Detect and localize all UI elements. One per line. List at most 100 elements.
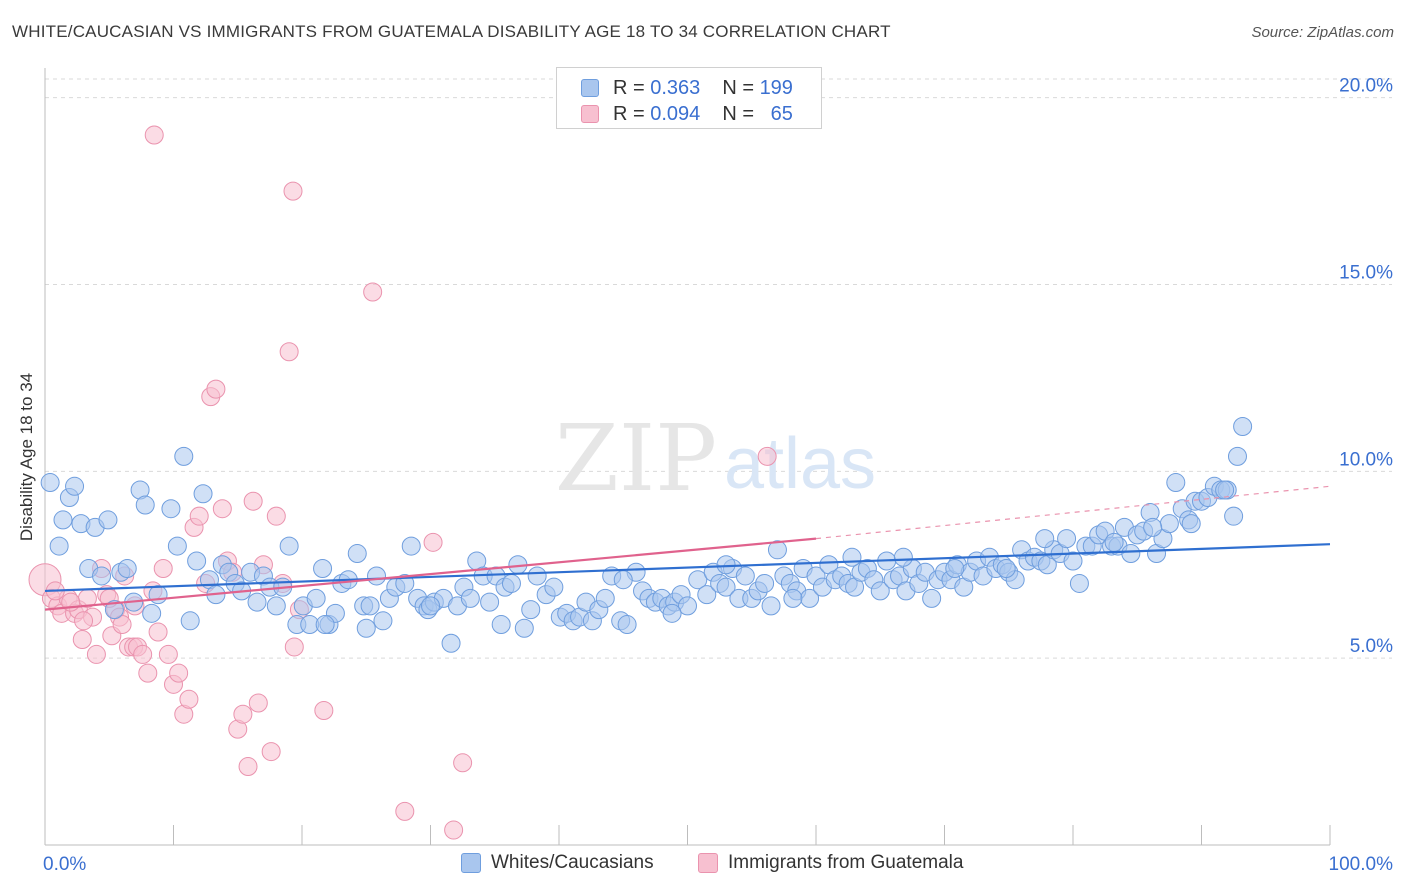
data-point-guatemala [266, 506, 286, 526]
data-point-guatemala [112, 615, 132, 635]
trend-line-guatemala [44, 537, 817, 611]
data-point-white [421, 596, 440, 616]
data-point-white [441, 633, 461, 653]
legend-swatch-white [581, 79, 599, 97]
data-point-white [315, 615, 335, 635]
data-point-guatemala [189, 506, 209, 526]
data-point-white [1166, 473, 1186, 493]
data-point-white [716, 577, 736, 597]
data-point-guatemala [279, 342, 299, 362]
data-point-white [767, 540, 787, 560]
data-point-white [893, 547, 913, 567]
data-point-white [356, 618, 376, 638]
data-point-white [104, 600, 124, 620]
series-guatemala-points [28, 125, 777, 840]
trend-line-white [44, 543, 1331, 593]
data-point-white [783, 588, 803, 608]
data-point-white [40, 473, 60, 493]
data-point-white [617, 615, 637, 635]
data-point-white [735, 566, 755, 586]
data-point-guatemala [144, 125, 164, 145]
watermark: ZIP atlas [555, 405, 876, 512]
bottom-legend-label-guatemala: Immigrants from Guatemala [728, 852, 964, 873]
data-point-guatemala [233, 704, 253, 724]
legend-swatch-guatemala [581, 105, 599, 123]
data-point-white [1143, 517, 1163, 537]
data-point-white [1104, 532, 1124, 552]
data-point-white [180, 611, 200, 631]
data-point-guatemala [158, 644, 178, 664]
trend-lines [44, 485, 1331, 611]
data-point-white [521, 600, 541, 620]
data-point-guatemala [169, 663, 189, 683]
y-tick-label: 15.0% [1339, 263, 1393, 284]
data-point-white [1227, 446, 1247, 466]
data-point-white [527, 566, 547, 586]
watermark-atlas: atlas [724, 424, 876, 504]
series-white-points [40, 417, 1253, 653]
axes [44, 68, 1331, 846]
chart-source: Source: ZipAtlas.com [1251, 24, 1394, 41]
data-point-white [65, 476, 85, 496]
y-tick-label: 5.0% [1350, 636, 1393, 657]
data-point-white [1159, 514, 1179, 534]
data-point-white [142, 603, 162, 623]
data-point-white [716, 555, 736, 575]
trend-line-guatemala-extension [815, 485, 1331, 540]
data-point-white [306, 588, 326, 608]
data-point-guatemala [757, 446, 777, 466]
data-point-white [347, 544, 367, 564]
watermark-zip: ZIP [555, 405, 717, 512]
data-point-guatemala [148, 622, 168, 642]
data-point-white [761, 596, 781, 616]
data-point-white [92, 566, 112, 586]
data-point-white [193, 484, 213, 504]
legend-n-value: 65 [770, 102, 793, 125]
legend-r-label: R = [613, 76, 645, 99]
bottom-legend-swatch-guatemala [698, 853, 718, 873]
data-point-guatemala [72, 629, 92, 649]
data-point-white [996, 558, 1016, 578]
data-point-white [1069, 573, 1089, 593]
data-point-guatemala [74, 611, 94, 631]
data-point-guatemala [206, 379, 226, 399]
data-point-white [688, 570, 708, 590]
data-point-white [755, 573, 775, 593]
data-point-white [491, 615, 511, 635]
legend-r-value: 0.094 [650, 102, 701, 125]
data-point-guatemala [423, 532, 443, 552]
data-point-white [1233, 417, 1253, 437]
data-point-guatemala [283, 181, 303, 201]
chart-title: WHITE/CAUCASIAN VS IMMIGRANTS FROM GUATE… [12, 22, 891, 41]
bottom-legend-label-white: Whites/Caucasians [491, 852, 654, 873]
data-point-white [922, 588, 942, 608]
correlation-legend: R = 0.363 N = 199 R = 0.094 N = 65 [556, 67, 822, 129]
data-point-white [53, 510, 73, 530]
data-point-guatemala [212, 499, 232, 519]
legend-row-guatemala: R = 0.094 N = 65 [581, 100, 793, 128]
data-point-white [870, 581, 890, 601]
data-point-white [514, 618, 534, 638]
data-point-white [613, 570, 633, 590]
data-point-guatemala [363, 282, 383, 302]
data-point-guatemala [261, 742, 281, 762]
data-point-white [595, 588, 615, 608]
data-point-white [98, 510, 118, 530]
data-point-guatemala [153, 558, 173, 578]
data-point-guatemala [395, 801, 415, 821]
tick-labels: 5.0% 10.0% 15.0% 20.0% 0.0% 100.0% [43, 76, 1393, 875]
bottom-legend-guatemala[interactable]: Immigrants from Guatemala [698, 852, 963, 874]
legend-n-value: 199 [759, 76, 793, 99]
data-point-guatemala [238, 757, 258, 777]
data-point-white [167, 536, 187, 556]
bottom-legend-swatch-white [461, 853, 481, 873]
data-point-guatemala [243, 491, 263, 511]
data-point-guatemala [133, 644, 153, 664]
data-point-guatemala [444, 820, 464, 840]
data-point-guatemala [248, 693, 268, 713]
bottom-legend-white[interactable]: Whites/Caucasians [461, 852, 654, 874]
data-point-white [174, 446, 194, 466]
data-point-white [117, 558, 137, 578]
data-point-guatemala [453, 753, 473, 773]
